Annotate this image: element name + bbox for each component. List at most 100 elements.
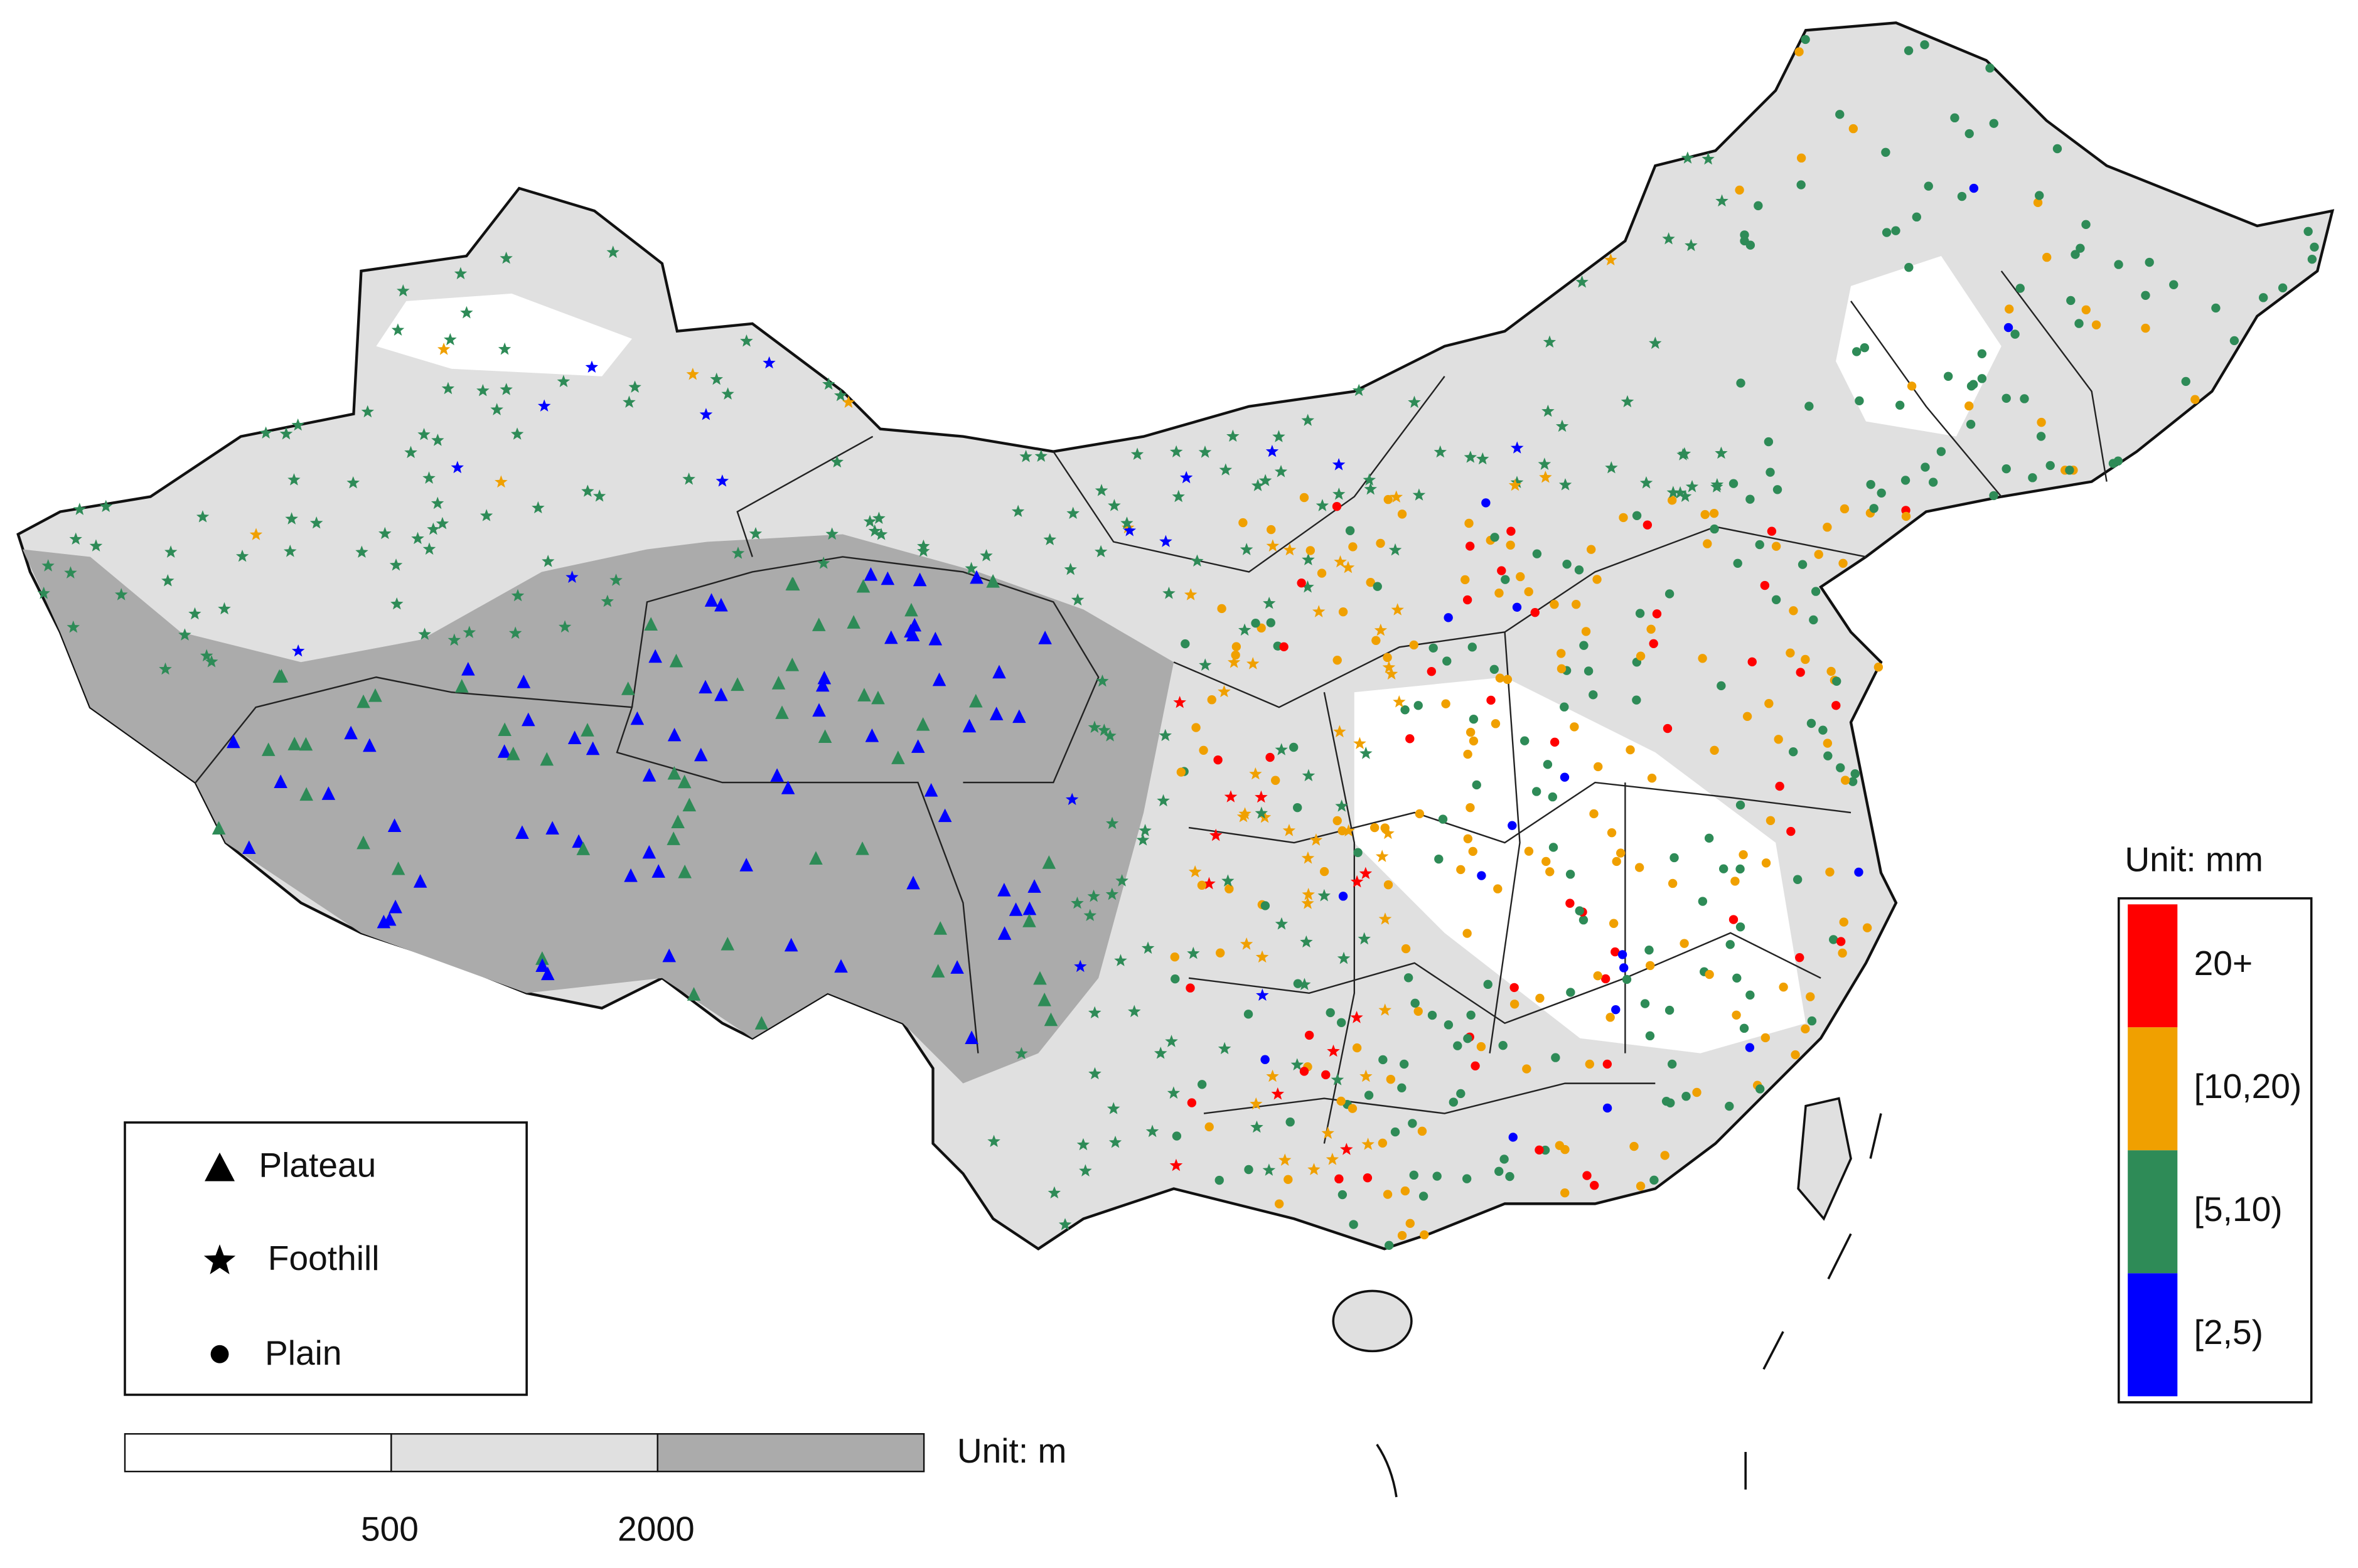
station-marker: [1794, 47, 1804, 56]
station-marker: [1715, 194, 1728, 207]
station-marker: [2181, 376, 2190, 387]
station-marker: [1848, 124, 1858, 134]
station-marker: [1375, 850, 1389, 862]
station-marker: [710, 372, 724, 385]
station-marker: [218, 602, 231, 615]
station-marker: [1881, 147, 1890, 157]
station-marker: [261, 742, 276, 756]
station-marker: [1464, 451, 1477, 463]
station-marker: [497, 744, 512, 758]
station-marker: [864, 567, 878, 581]
station-marker: [1806, 718, 1816, 728]
station-marker: [1378, 1055, 1388, 1065]
station-marker: [1860, 343, 1870, 353]
station-marker: [1083, 909, 1097, 921]
station-marker: [1589, 809, 1599, 819]
precipitation-legend: Unit: mm 20+ [10,20) [5,10) [2,5): [2117, 840, 2313, 1404]
station-marker: [565, 570, 579, 583]
station-marker: [1427, 666, 1437, 676]
station-marker: [1167, 1086, 1181, 1099]
station-marker: [856, 579, 871, 593]
station-marker: [1602, 1103, 1612, 1113]
station-marker: [1405, 734, 1415, 744]
station-marker: [1969, 183, 1979, 193]
station-marker: [1393, 695, 1406, 708]
station-marker: [1105, 816, 1119, 829]
station-marker: [1337, 826, 1347, 836]
station-marker: [1301, 897, 1314, 909]
station-marker: [1136, 833, 1150, 846]
station-marker: [1383, 880, 1393, 890]
station-marker: [1464, 518, 1474, 528]
station-marker: [1557, 664, 1567, 674]
station-marker: [825, 527, 839, 540]
station-marker: [857, 688, 871, 701]
station-marker: [490, 403, 503, 415]
station-marker: [1403, 973, 1413, 983]
station-marker: [1244, 1165, 1253, 1175]
station-marker: [1681, 151, 1695, 164]
station-marker: [1400, 1186, 1410, 1196]
station-marker: [1385, 667, 1398, 680]
station-marker: [1079, 1164, 1092, 1177]
station-marker: [623, 395, 636, 408]
station-marker: [205, 655, 218, 668]
station-marker: [872, 511, 886, 524]
station-marker: [739, 858, 753, 872]
station-marker: [418, 627, 431, 640]
station-marker: [389, 558, 403, 571]
station-marker: [694, 747, 708, 762]
station-marker: [1764, 437, 1774, 447]
station-marker: [1728, 479, 1739, 488]
station-marker: [1353, 737, 1366, 749]
station-marker: [1326, 1008, 1335, 1018]
station-marker: [928, 631, 943, 646]
station-marker: [2211, 303, 2221, 313]
station-marker: [1490, 533, 1499, 542]
station-marker: [1456, 865, 1466, 875]
station-marker: [1397, 509, 1407, 519]
station-marker: [721, 937, 735, 951]
station-marker: [833, 388, 847, 402]
station-marker: [1417, 1126, 1427, 1136]
station-marker: [1551, 1053, 1560, 1062]
station-marker: [1213, 755, 1223, 765]
station-marker: [1646, 624, 1656, 634]
station-marker: [1409, 640, 1418, 650]
station-marker: [1494, 1166, 1504, 1176]
station-marker: [1505, 1171, 1514, 1181]
station-marker: [1358, 932, 1371, 945]
station-marker: [1907, 381, 1917, 391]
station-marker: [1413, 1006, 1423, 1016]
station-marker: [1836, 937, 1846, 946]
station-marker: [1524, 587, 1533, 597]
station-marker: [1760, 580, 1770, 590]
station-marker: [1585, 1059, 1594, 1069]
station-marker: [715, 474, 729, 487]
station-marker: [1186, 983, 1195, 993]
station-marker: [1255, 950, 1269, 963]
station-marker: [1621, 395, 1634, 408]
station-marker: [1560, 772, 1570, 782]
station-marker: [1282, 824, 1296, 836]
station-marker: [1498, 1041, 1508, 1050]
station-marker: [1681, 1092, 1691, 1101]
station-marker: [1921, 462, 1930, 472]
station-marker: [1270, 776, 1280, 785]
station-marker: [1904, 46, 1914, 55]
station-marker: [1936, 447, 1946, 456]
station-marker: [1796, 668, 1805, 677]
station-marker: [1503, 675, 1513, 685]
station-marker: [1042, 855, 1056, 869]
station-marker: [1710, 480, 1723, 493]
legend-box: [124, 1121, 528, 1396]
station-marker: [2076, 243, 2085, 253]
station-marker: [1520, 736, 1530, 745]
station-marker: [1616, 848, 1626, 858]
station-marker: [1274, 464, 1288, 477]
station-marker: [917, 539, 930, 552]
station-marker: [1130, 447, 1144, 460]
station-marker: [1635, 609, 1645, 618]
station-marker: [461, 662, 475, 676]
station-marker: [1632, 695, 1641, 705]
